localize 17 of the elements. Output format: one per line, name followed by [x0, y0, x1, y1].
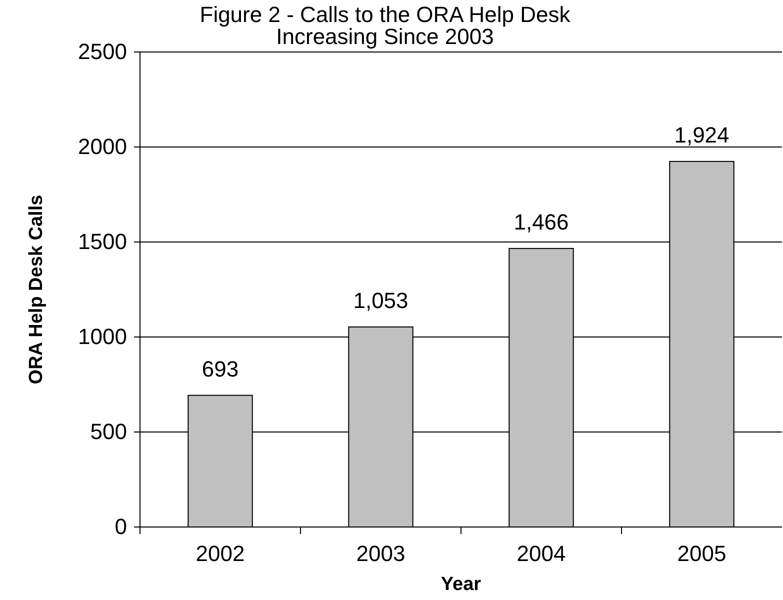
x-tick-label: 2002 [196, 540, 245, 566]
x-tick-label: 2003 [356, 540, 406, 566]
data-label: 1,924 [674, 122, 730, 148]
y-axis-title: ORA Help Desk Calls [26, 194, 47, 384]
data-label: 1,053 [353, 288, 408, 313]
y-tick-label: 0 [114, 514, 127, 540]
y-tick-label: 2000 [78, 134, 127, 160]
data-label: 693 [202, 356, 239, 382]
y-tick-label: 1500 [78, 229, 127, 254]
y-tick-label: 2500 [78, 39, 127, 64]
y-tick-label: 1000 [78, 324, 127, 350]
y-tick-label: 500 [90, 419, 127, 444]
data-label: 1,466 [514, 209, 569, 234]
x-tick-label: 2005 [677, 540, 726, 566]
x-tick-label: 2004 [516, 540, 566, 566]
x-axis-title: Year [440, 574, 482, 595]
chart-title: Figure 2 - Calls to the ORA Help Desk Increasing Since 2003 [200, 2, 572, 49]
